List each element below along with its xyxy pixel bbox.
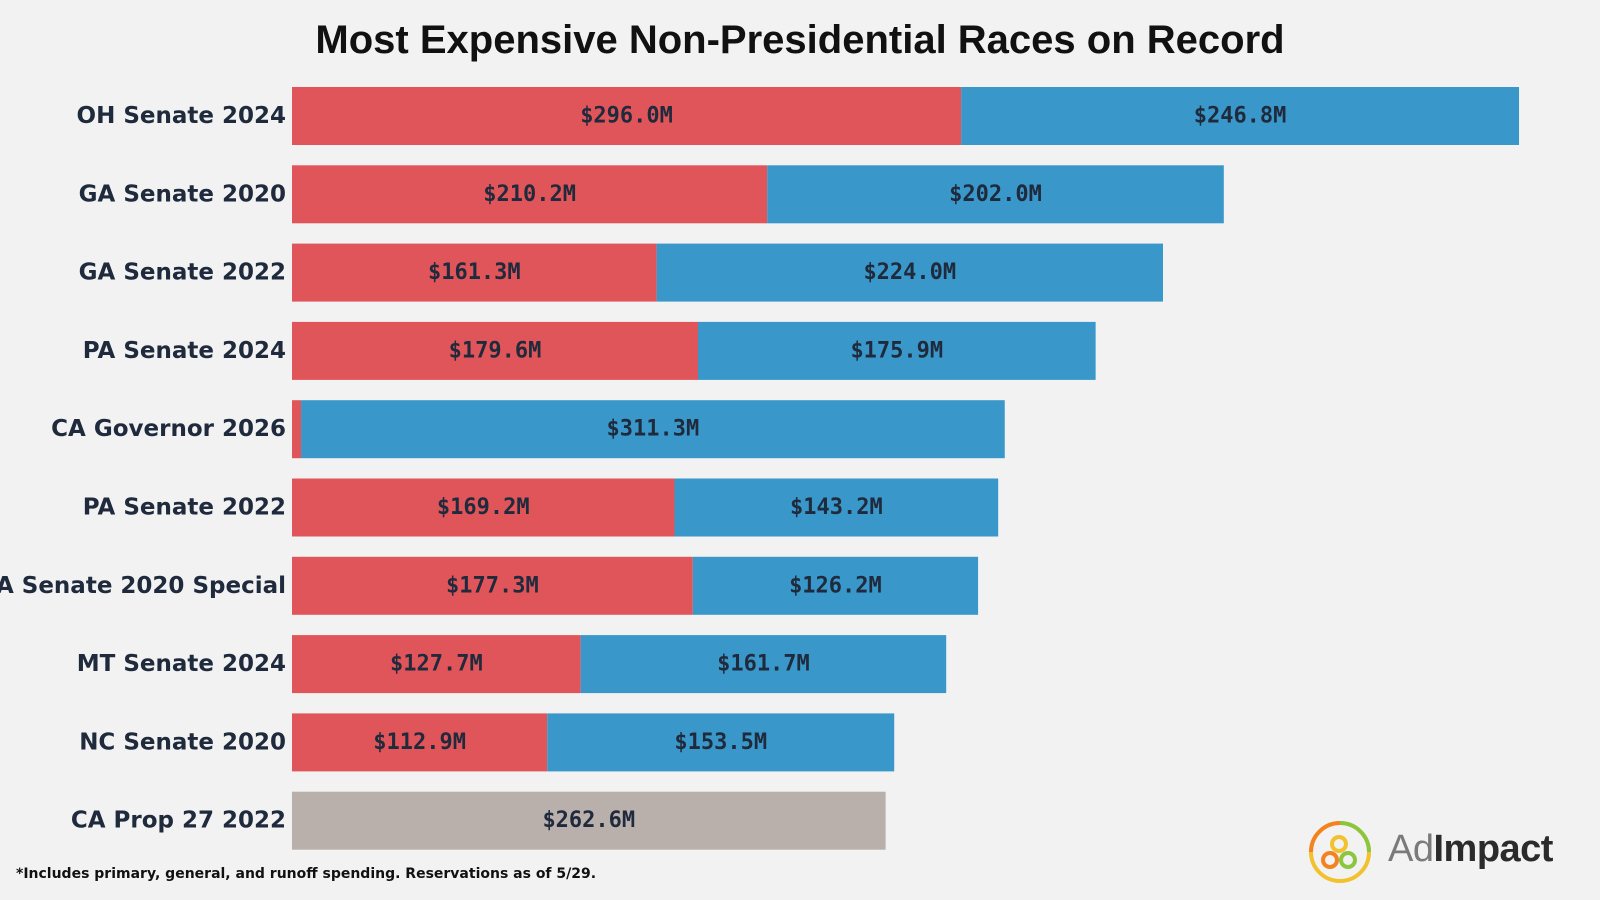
category-label: PA Senate 2022 bbox=[83, 495, 286, 521]
category-label: GA Senate 2020 bbox=[79, 181, 286, 207]
value-label: $175.9M bbox=[850, 338, 943, 363]
value-label: $262.6M bbox=[542, 808, 635, 833]
bar-segment bbox=[961, 87, 1520, 145]
value-label: $169.2M bbox=[437, 495, 530, 520]
value-label: $202.0M bbox=[949, 182, 1042, 207]
category-label: CA Governor 2026 bbox=[51, 416, 286, 442]
bar-segment bbox=[674, 478, 999, 537]
value-label: $296.0M bbox=[580, 104, 673, 129]
adimpact-logo: AdImpact bbox=[1308, 820, 1578, 884]
value-label: $177.3M bbox=[446, 573, 539, 598]
adimpact-logo-icon bbox=[1309, 821, 1371, 883]
bar-segment bbox=[292, 400, 302, 459]
category-label: CA Prop 27 2022 bbox=[71, 808, 286, 834]
value-label: $127.7M bbox=[390, 652, 483, 677]
category-label: PA Senate 2024 bbox=[83, 338, 286, 364]
value-label: $126.2M bbox=[789, 573, 882, 598]
value-label: $179.6M bbox=[449, 338, 542, 363]
bar-segment bbox=[292, 321, 698, 380]
bar-segment bbox=[292, 243, 657, 302]
chart-title: Most Expensive Non-Presidential Races on… bbox=[315, 18, 1285, 62]
bar-segment bbox=[292, 635, 581, 694]
value-label: $246.8M bbox=[1194, 104, 1287, 129]
bar-segment bbox=[292, 87, 962, 145]
bar-segment bbox=[292, 713, 548, 772]
bar-segment bbox=[767, 165, 1224, 224]
value-label: $153.5M bbox=[674, 730, 767, 755]
value-label: $112.9M bbox=[373, 730, 466, 755]
bar-segment bbox=[692, 556, 979, 615]
bar-segment bbox=[292, 791, 886, 850]
bar-segment bbox=[292, 478, 675, 537]
brand-bold: Impact bbox=[1433, 828, 1553, 870]
value-label: $161.3M bbox=[428, 260, 521, 285]
bar-segment bbox=[697, 321, 1096, 380]
bar-segment bbox=[292, 165, 768, 224]
bar-segment bbox=[656, 243, 1163, 302]
brand-light: Ad bbox=[1388, 828, 1434, 870]
value-label: $143.2M bbox=[790, 495, 883, 520]
value-label: $224.0M bbox=[863, 260, 956, 285]
value-label: $210.2M bbox=[483, 182, 576, 207]
category-label: GA Senate 2022 bbox=[79, 260, 286, 286]
value-label: $161.7M bbox=[717, 652, 810, 677]
category-label: GA Senate 2020 Special bbox=[0, 573, 286, 599]
category-label: MT Senate 2024 bbox=[77, 651, 286, 677]
bar-segment bbox=[547, 713, 895, 772]
bar-segment bbox=[292, 556, 693, 615]
category-label: OH Senate 2024 bbox=[77, 103, 286, 129]
footnote: *Includes primary, general, and runoff s… bbox=[16, 866, 597, 882]
bar-segment bbox=[301, 400, 1005, 459]
value-label: $311.3M bbox=[607, 417, 700, 442]
bar-segment bbox=[580, 635, 947, 694]
adimpact-wordmark: AdImpact bbox=[1388, 828, 1553, 871]
category-label: NC Senate 2020 bbox=[79, 729, 286, 755]
